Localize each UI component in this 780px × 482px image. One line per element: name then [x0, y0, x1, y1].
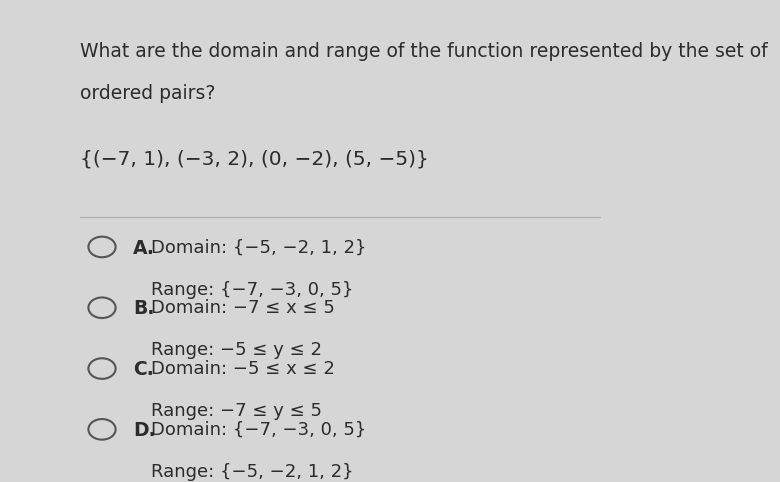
Text: Domain: {−5, −2, 1, 2}: Domain: {−5, −2, 1, 2}	[151, 239, 367, 256]
Text: Range: {−7, −3, 0, 5}: Range: {−7, −3, 0, 5}	[151, 281, 354, 299]
Text: Domain: −7 ≤ x ≤ 5: Domain: −7 ≤ x ≤ 5	[151, 299, 335, 317]
Text: ordered pairs?: ordered pairs?	[80, 84, 216, 103]
Text: {(−7, 1), (−3, 2), (0, −2), (5, −5)}: {(−7, 1), (−3, 2), (0, −2), (5, −5)}	[80, 150, 429, 169]
Text: D.: D.	[133, 421, 155, 440]
Text: Range: −7 ≤ y ≤ 5: Range: −7 ≤ y ≤ 5	[151, 402, 322, 420]
Text: What are the domain and range of the function represented by the set of: What are the domain and range of the fun…	[80, 42, 768, 61]
Text: A.: A.	[133, 239, 154, 257]
Text: B.: B.	[133, 299, 154, 318]
Text: Range: −5 ≤ y ≤ 2: Range: −5 ≤ y ≤ 2	[151, 341, 322, 360]
Text: Domain: {−7, −3, 0, 5}: Domain: {−7, −3, 0, 5}	[151, 421, 367, 439]
Text: Domain: −5 ≤ x ≤ 2: Domain: −5 ≤ x ≤ 2	[151, 360, 335, 378]
Text: Range: {−5, −2, 1, 2}: Range: {−5, −2, 1, 2}	[151, 463, 354, 481]
Text: C.: C.	[133, 360, 154, 379]
